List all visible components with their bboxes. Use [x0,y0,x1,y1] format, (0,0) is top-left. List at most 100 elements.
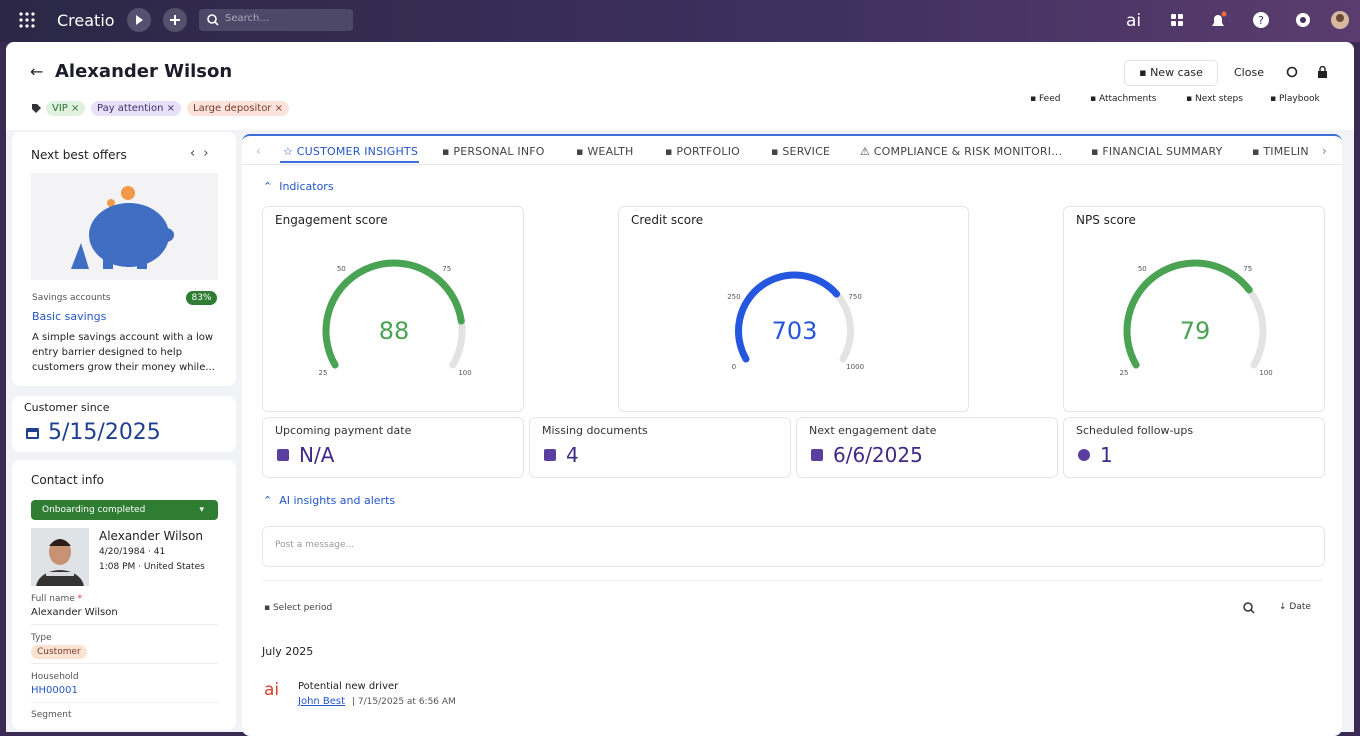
field-value: Alexander Wilson [31,607,118,618]
back-button[interactable]: ← [30,62,44,81]
stage-label: Onboarding completed [42,505,146,515]
stat-icon [544,449,556,461]
gauge-value-arc [322,259,465,369]
customer-since-label: Customer since [24,401,110,414]
gauge-card: Credit score 0 250 750 1000 703 [618,206,969,412]
feed-item-title: Potential new driver [298,681,399,692]
offer-name[interactable]: Basic savings [32,310,107,323]
stat-value: 1 [1100,443,1113,467]
tag[interactable]: Pay attention × [91,101,181,116]
gauge: 25 50 75 100 88 [319,259,472,377]
header-link[interactable]: ▪ Playbook [1270,94,1320,104]
link-label: Next steps [1194,94,1243,104]
app-menu-icon[interactable] [19,12,35,28]
stat-label: Missing documents [542,424,648,437]
tab[interactable]: ▪ TIMELIN [1252,145,1309,158]
tab[interactable]: ▪ WEALTH [576,145,634,158]
gauge-tick-label: 50 [337,265,346,273]
gauge-tick-label: 50 [1138,265,1147,273]
brand: Creatio [57,11,115,30]
gauge-value-arc [735,271,841,363]
tab[interactable]: ▪ PERSONAL INFO [442,145,545,158]
post-placeholder: Post a message... [275,540,355,550]
stage-button[interactable]: Onboarding completed ▾ [31,500,218,520]
sort-button[interactable]: ↓ Date [1279,602,1311,612]
divider [262,580,1323,581]
stat-icon [811,449,823,461]
gauge-tick-label: 75 [442,265,451,273]
tab[interactable]: ▪ SERVICE [771,145,831,158]
gauge: 25 50 75 100 79 [1120,259,1273,377]
button-label: New case [1150,66,1203,79]
tab-scroll-left[interactable]: ‹ [256,144,261,158]
tab-label: TIMELIN [1263,145,1309,158]
tab[interactable]: ▪ FINANCIAL SUMMARY [1091,145,1223,158]
field-value[interactable]: HH00001 [31,685,78,696]
gauge-value: 88 [379,317,410,345]
top-icons[interactable]: ai ? [1124,8,1354,34]
offer-category: Savings accounts [32,293,111,303]
indicators-toggle[interactable]: ⌃ Indicators [263,180,334,193]
tab-label: PERSONAL INFO [453,145,545,158]
tab-label: CUSTOMER INSIGHTS [296,145,419,158]
svg-text:ai: ai [1126,11,1141,31]
tab-label: PORTFOLIO [676,145,741,158]
offers-title: Next best offers [31,148,127,162]
header-icons[interactable] [1286,66,1330,79]
gauge-tick-label: 1000 [846,363,864,371]
tag[interactable]: Large depositor × [187,101,289,116]
customer-since-card [12,396,236,452]
tag-label: Large depositor [193,103,272,114]
field-label-text: Full name [31,594,75,604]
gauge-tick-label: 75 [1243,265,1252,273]
feed-search-icon[interactable] [1243,602,1255,614]
record-title: Alexander Wilson [55,61,233,82]
stat-label: Upcoming payment date [275,424,412,437]
header-link[interactable]: ▪ Attachments [1090,94,1157,104]
post-box[interactable]: Post a message... [262,526,1325,567]
tab-divider [242,164,1342,165]
contact-title: Contact info [31,473,105,487]
ai-toggle[interactable]: ⌃ AI insights and alerts [263,494,396,507]
contact-name: Alexander Wilson [99,529,203,543]
gauge-title: NPS score [1076,213,1136,227]
header-link[interactable]: ▪ Next steps [1186,94,1243,104]
quick-buttons[interactable] [127,8,191,34]
field-label: Segment [31,710,72,720]
search-icon [207,14,219,26]
top-bar: Creatio Search... ai ? [0,0,1360,42]
section-title: Indicators [279,180,334,193]
tag-label: VIP [52,103,68,114]
offers-pager[interactable]: ‹› [190,146,217,161]
field-label: Household [31,672,79,682]
field-label: Type [31,633,52,643]
offer-description: A simple savings account with a low entr… [32,332,215,373]
record-header [6,42,1354,130]
svg-text:?: ? [1258,14,1264,27]
gauge-tick-label: 25 [319,369,328,377]
calendar-icon [26,428,39,439]
tag[interactable]: VIP × [46,101,86,116]
period-filter[interactable]: ▪ Select period [264,603,333,613]
gauge-value: 79 [1180,317,1211,345]
month-heading: July 2025 [262,645,314,658]
tab[interactable]: ▪ PORTFOLIO [665,145,741,158]
contact-local-time: 1:08 PM · United States [99,562,205,572]
search-box[interactable]: Search... [199,9,353,31]
tab[interactable]: ☆ CUSTOMER INSIGHTS [283,145,419,158]
active-tab-indicator [280,161,419,163]
gauge-title: Engagement score [275,213,388,227]
gauge-tick-label: 250 [727,293,740,301]
stat-card: Upcoming payment date N/A [262,417,524,478]
feed-item-author[interactable]: John Best [298,696,346,707]
gauge-tick-label: 750 [848,293,861,301]
new-case-button[interactable]: ▪ New case [1124,60,1218,86]
link-label: Attachments [1098,94,1157,104]
divider [31,624,218,625]
stat-icon [1078,449,1090,461]
gauge-value-arc [1123,259,1253,369]
header-link[interactable]: ▪ Feed [1030,94,1061,104]
tab[interactable]: ⚠ COMPLIANCE & RISK MONITORI... [860,145,1063,158]
close-button[interactable]: Close [1234,66,1264,79]
tab-scroll-right[interactable]: › [1322,144,1327,158]
